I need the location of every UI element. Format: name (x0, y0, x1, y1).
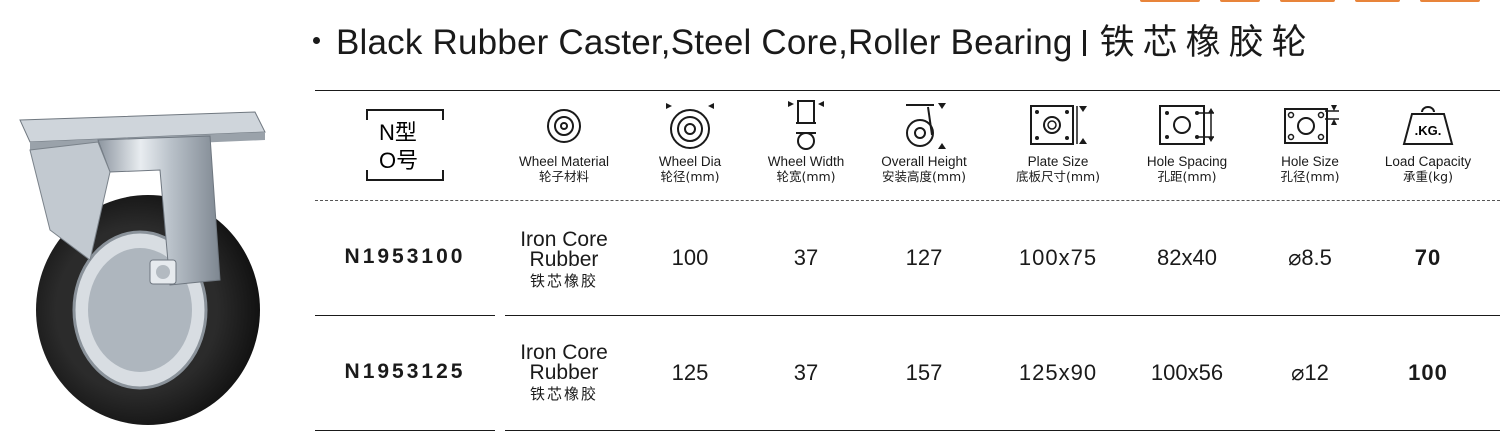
svg-text:.KG.: .KG. (1415, 123, 1442, 138)
title-en: Black Rubber Caster,Steel Core,Roller Be… (336, 23, 1073, 62)
wheel-diameter-icon (666, 103, 714, 149)
header-divider (315, 200, 1500, 201)
wheel-width-value: 37 (793, 360, 819, 385)
hole-spacing-value: 82x40 (1157, 245, 1217, 270)
top-accent-band (1140, 0, 1500, 4)
wheel-material: Iron Core Rubber 铁芯橡胶 (520, 228, 608, 290)
wheel-dia-value: 100 (671, 245, 709, 270)
header-load-capacity: .KG. Load Capacity 承重(kg) (1378, 98, 1478, 184)
wheel-dia-value: 125 (671, 360, 709, 385)
plate-size-value: 125x90 (1018, 360, 1098, 385)
bullet-dot (313, 37, 320, 45)
wheel-width-icon (788, 100, 824, 150)
wheel-front-icon (547, 109, 581, 143)
header-wheel-width: Wheel Width 轮宽(mm) (756, 98, 856, 184)
hole-size-icon (1284, 105, 1339, 144)
hole-spacing-icon (1159, 105, 1214, 145)
overall-height-value: 127 (905, 245, 943, 270)
caster-product-image (19, 111, 266, 425)
header-wheel-dia: Wheel Dia 轮径(mm) (640, 98, 740, 184)
page-title: Black Rubber Caster,Steel Core,Roller Be… (313, 14, 1315, 65)
svg-text:N型: N型 (379, 120, 417, 145)
header-overall-height: Overall Height 安装高度(mm) (870, 98, 978, 184)
row-divider-data (505, 315, 1500, 316)
overall-height-value: 157 (905, 360, 943, 385)
wheel-material: Iron Core Rubber 铁芯橡胶 (520, 341, 608, 403)
header-plate-size: Plate Size 底板尺寸(mm) (1004, 98, 1112, 184)
model-header: N型 O号 (360, 106, 450, 189)
header-hole-size: Hole Size 孔径(mm) (1262, 98, 1358, 184)
row-divider-model (315, 315, 495, 316)
load-capacity-value: 70 (1414, 245, 1442, 270)
load-capacity-value: 100 (1408, 360, 1448, 385)
header-hole-spacing: Hole Spacing 孔距(mm) (1134, 98, 1240, 184)
hole-size-value: ⌀8.5 (1288, 245, 1332, 270)
model-number: N1953100 (344, 245, 466, 268)
hole-size-value: ⌀12 (1291, 360, 1329, 385)
wheel-width-value: 37 (793, 245, 819, 270)
svg-text:O号: O号 (379, 148, 418, 173)
hole-spacing-value: 100x56 (1150, 360, 1224, 385)
model-number-icon: N型 O号 (366, 109, 444, 181)
plate-size-value: 100x75 (1018, 245, 1098, 270)
title-separator (1082, 29, 1086, 56)
plate-size-icon (1030, 105, 1087, 145)
model-number: N1953125 (344, 360, 466, 383)
table-bottom-rule-data (505, 430, 1500, 431)
header-wheel-material: Wheel Material 轮子材料 (508, 98, 620, 184)
overall-height-icon (906, 103, 946, 149)
table-top-rule (315, 90, 1500, 91)
table-bottom-rule-model (315, 430, 495, 431)
title-zh: 铁芯橡胶轮 (1099, 23, 1315, 63)
weight-icon: .KG. (1402, 106, 1454, 145)
